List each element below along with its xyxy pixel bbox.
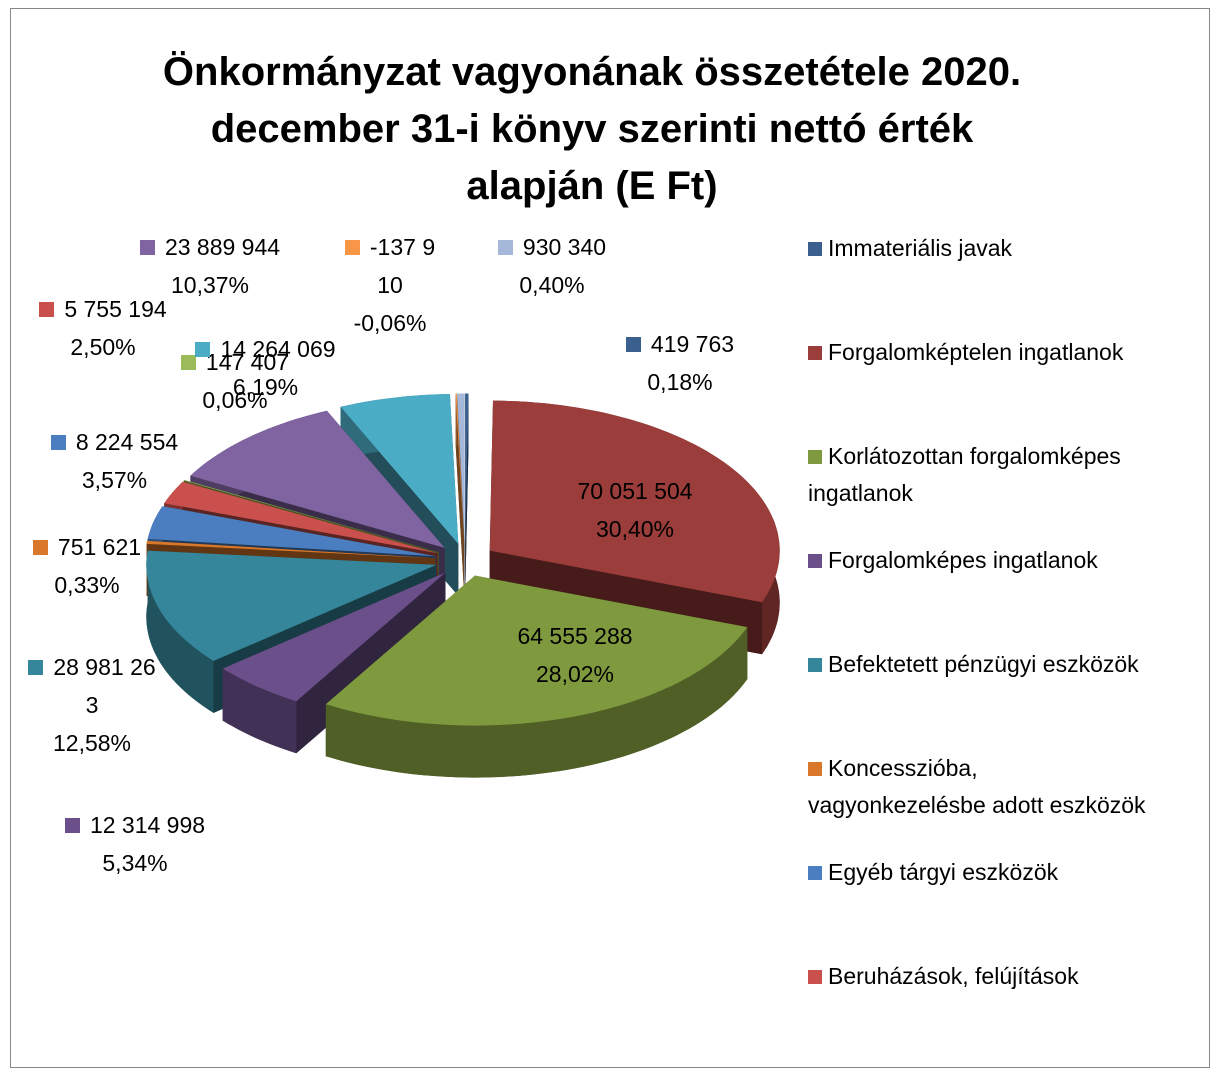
value-label: 751 621 xyxy=(57,534,142,560)
slice-side xyxy=(325,627,748,778)
value-label: 930 340 xyxy=(522,234,607,260)
label-marker xyxy=(195,342,211,357)
data-label: 12 314 998 5,34% xyxy=(30,806,240,882)
slice xyxy=(489,400,780,603)
legend-marker xyxy=(808,866,822,880)
legend-item: Korlátozottan forgalomképes ingatlanok xyxy=(808,438,1148,512)
legend-label: Koncesszióba, vagyonkezelésbe adott eszk… xyxy=(808,755,1146,818)
slice xyxy=(190,410,445,548)
slice-side xyxy=(222,668,297,754)
legend-label: Befektetett pénzügyi eszközök xyxy=(828,651,1139,677)
slice xyxy=(164,481,438,554)
data-label: 5 755 194 2,50% xyxy=(38,290,168,366)
data-label: -137 910 -0,06% xyxy=(340,228,440,342)
legend-marker xyxy=(808,658,822,672)
label-marker xyxy=(180,355,196,370)
legend-marker xyxy=(808,970,822,984)
percent-label: 0,40% xyxy=(519,272,585,298)
percent-label: 28,02% xyxy=(535,661,614,687)
data-label: 70 051 504 30,40% xyxy=(550,472,720,548)
label-marker xyxy=(28,660,44,675)
percent-label: 6,19% xyxy=(232,374,299,400)
value-label: 14 264 069 xyxy=(220,336,336,362)
legend-marker xyxy=(808,242,822,256)
label-marker xyxy=(39,302,55,317)
legend-item: Forgalomképes ingatlanok xyxy=(808,542,1148,579)
percent-label: 0,18% xyxy=(647,369,713,395)
data-label: 28 981 263 12,58% xyxy=(22,648,162,762)
label-marker xyxy=(64,818,80,833)
label-marker xyxy=(625,337,641,352)
legend-label: Egyéb tárgyi eszközök xyxy=(828,859,1059,885)
value-label: 23 889 944 xyxy=(164,234,281,260)
legend-item: Immateriális javak xyxy=(808,230,1148,267)
slice xyxy=(146,550,437,661)
legend-label: Forgalomképtelen ingatlanok xyxy=(828,339,1124,365)
percent-label: 0,33% xyxy=(54,572,120,598)
percent-label: 3,57% xyxy=(81,467,148,493)
percent-label: 2,50% xyxy=(70,334,136,360)
value-label: 5 755 194 xyxy=(64,296,167,322)
legend-marker xyxy=(808,554,822,568)
data-label: 23 889 944 10,37% xyxy=(110,228,310,304)
label-marker xyxy=(50,435,66,450)
legend-item: Forgalomképtelen ingatlanok xyxy=(808,334,1148,371)
value-label: -137 910 xyxy=(369,234,436,298)
slice xyxy=(457,393,465,544)
data-label: 64 555 288 28,02% xyxy=(480,617,670,693)
legend-marker xyxy=(808,346,822,360)
value-label: 64 555 288 xyxy=(517,623,633,649)
label-marker xyxy=(32,540,48,555)
label-marker xyxy=(344,240,360,255)
legend-item: Befektetett pénzügyi eszközök xyxy=(808,646,1148,683)
legend-label: Immateriális javak xyxy=(828,235,1013,261)
legend-item: Egyéb tárgyi eszközök xyxy=(808,854,1148,891)
slice xyxy=(340,394,459,544)
data-label: 8 224 554 3,57% xyxy=(22,423,207,499)
legend-marker xyxy=(808,762,822,776)
label-marker xyxy=(497,240,513,255)
slice xyxy=(147,506,436,557)
percent-label: 10,37% xyxy=(170,272,249,298)
legend-item: Beruházások, felújítások xyxy=(808,958,1148,995)
percent-label: 5,34% xyxy=(102,850,168,876)
label-marker xyxy=(139,240,155,255)
value-label: 70 051 504 xyxy=(577,478,693,504)
percent-label: 30,40% xyxy=(595,516,674,542)
percent-label: 0,06% xyxy=(202,387,268,413)
slice xyxy=(455,393,465,544)
value-label: 28 981 263 xyxy=(53,654,156,718)
slice xyxy=(325,575,748,726)
data-label: 751 621 0,33% xyxy=(22,528,152,604)
value-label: 147 407 xyxy=(205,349,290,375)
slice xyxy=(183,480,439,553)
percent-label: -0,06% xyxy=(353,310,427,336)
data-label: 14 264 069 6,19% xyxy=(168,330,363,406)
value-label: 12 314 998 xyxy=(89,812,206,838)
value-label: 8 224 554 xyxy=(75,429,179,455)
data-label: 419 763 0,18% xyxy=(605,325,755,401)
legend-label: Forgalomképes ingatlanok xyxy=(828,547,1098,573)
value-label: 419 763 xyxy=(650,331,735,357)
slice-side xyxy=(146,550,214,713)
data-label: 147 407 0,06% xyxy=(160,343,310,419)
legend-marker xyxy=(808,450,822,464)
data-label: 930 340 0,40% xyxy=(472,228,632,304)
legend-label: Korlátozottan forgalomképes ingatlanok xyxy=(808,443,1121,506)
legend-label: Beruházások, felújítások xyxy=(828,963,1079,989)
chart-title: Önkormányzat vagyonának összetétele 2020… xyxy=(162,50,1022,208)
slice xyxy=(146,540,436,559)
slice xyxy=(222,572,446,702)
slice xyxy=(465,393,469,544)
legend-item: Koncesszióba, vagyonkezelésbe adott eszk… xyxy=(808,750,1148,824)
percent-label: 12,58% xyxy=(52,730,131,756)
